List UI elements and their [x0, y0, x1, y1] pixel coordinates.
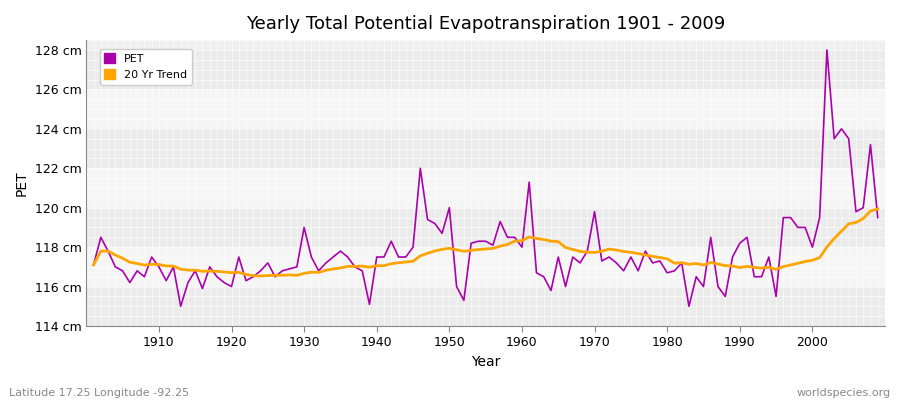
Bar: [86, 208, 885, 247]
Title: Yearly Total Potential Evapotranspiration 1901 - 2009: Yearly Total Potential Evapotranspiratio…: [246, 15, 725, 33]
Text: Latitude 17.25 Longitude -92.25: Latitude 17.25 Longitude -92.25: [9, 388, 189, 398]
Text: worldspecies.org: worldspecies.org: [796, 388, 891, 398]
Bar: [86, 286, 885, 326]
Bar: [86, 129, 885, 168]
Bar: [86, 247, 885, 286]
X-axis label: Year: Year: [471, 355, 500, 369]
Bar: [86, 50, 885, 90]
Y-axis label: PET: PET: [15, 170, 29, 196]
Legend: PET, 20 Yr Trend: PET, 20 Yr Trend: [100, 48, 192, 84]
Bar: [86, 90, 885, 129]
Bar: [86, 168, 885, 208]
